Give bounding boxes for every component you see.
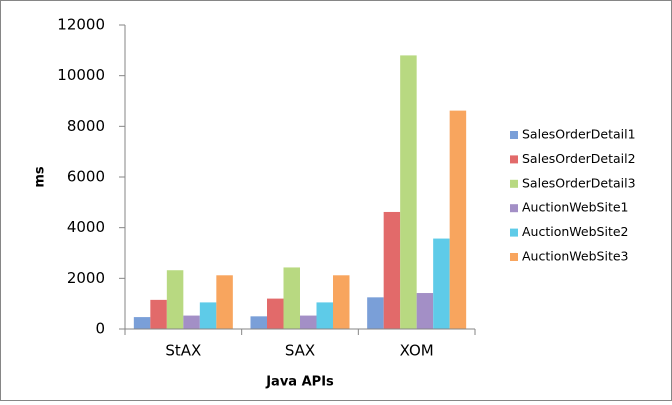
y-tick-label: 2000 bbox=[67, 269, 105, 287]
y-tick-label: 8000 bbox=[67, 117, 105, 135]
bar bbox=[416, 293, 434, 329]
y-tick-label: 12000 bbox=[57, 16, 105, 34]
legend-label: AuctionWebSite2 bbox=[522, 224, 629, 239]
legend-swatch bbox=[510, 204, 518, 213]
bar bbox=[316, 302, 333, 329]
bar bbox=[449, 110, 467, 329]
legend-swatch bbox=[510, 155, 518, 164]
bar bbox=[300, 315, 317, 329]
legend-swatch bbox=[510, 228, 518, 237]
legend-swatch bbox=[510, 131, 518, 139]
x-tick-label: XOM bbox=[400, 342, 434, 360]
bar bbox=[400, 55, 417, 330]
legend-label: SalesOrderDetail3 bbox=[522, 175, 636, 190]
bar bbox=[133, 317, 151, 329]
legend-swatch bbox=[510, 253, 518, 261]
x-axis-label: Java APIs bbox=[265, 375, 334, 390]
legend-label: AuctionWebSite1 bbox=[522, 200, 629, 215]
bar bbox=[250, 316, 267, 329]
bar bbox=[267, 298, 284, 329]
bar bbox=[199, 302, 217, 329]
bar bbox=[166, 270, 184, 329]
bar bbox=[183, 315, 200, 329]
bar bbox=[333, 275, 350, 329]
x-tick-label: SAX bbox=[285, 342, 315, 360]
x-tick-label: StAX bbox=[165, 342, 201, 360]
legend-swatch bbox=[510, 179, 518, 188]
bar bbox=[383, 211, 401, 329]
legend-label: SalesOrderDetail1 bbox=[522, 127, 636, 142]
bar bbox=[150, 299, 167, 329]
y-tick-label: 0 bbox=[95, 320, 105, 338]
bar bbox=[367, 297, 384, 329]
y-tick-label: 10000 bbox=[57, 66, 105, 84]
y-tick-label: 4000 bbox=[67, 218, 105, 236]
legend-label: AuctionWebSite3 bbox=[522, 249, 629, 264]
y-tick-label: 6000 bbox=[67, 168, 105, 186]
legend-label: SalesOrderDetail2 bbox=[522, 151, 636, 166]
bar bbox=[433, 238, 450, 329]
bar bbox=[283, 267, 300, 329]
y-axis-label: ms bbox=[33, 166, 48, 188]
bar bbox=[216, 275, 233, 329]
